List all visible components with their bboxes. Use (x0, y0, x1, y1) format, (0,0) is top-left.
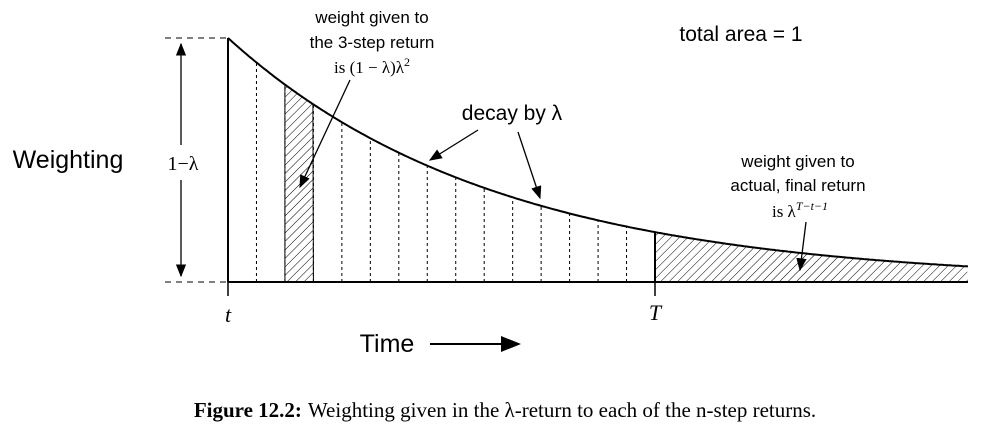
three-step-math-sup: 2 (404, 55, 410, 69)
x-axis-label: Time (360, 330, 415, 358)
y-axis-label: Weighting (13, 146, 124, 174)
three-step-line-2: the 3-step return (310, 33, 435, 52)
final-arrow (796, 221, 807, 272)
decay-note: decay by λ (462, 102, 563, 125)
final-math: is λT−t−1 (772, 199, 828, 221)
caption-text: Weighting given in the λ-return to each … (308, 398, 816, 422)
total-area-note: total area = 1 (679, 23, 802, 46)
x-tick-end: T (649, 300, 663, 325)
caption: Figure 12.2: Weighting given in the λ-ret… (194, 398, 816, 422)
final-return-area (655, 232, 968, 282)
decay-arrow-2 (517, 131, 542, 200)
y-tick-label: 1−λ (168, 153, 199, 175)
decay-curve (227, 37, 969, 268)
three-step-math: is (1 − λ)λ2 (334, 55, 410, 77)
final-math-sup: T−t−1 (796, 199, 828, 213)
three-step-math-base: is (1 − λ)λ (334, 58, 405, 77)
decay-arrow-1 (428, 129, 479, 161)
final-math-base: is λ (772, 202, 797, 221)
three-step-arrow (299, 79, 351, 189)
three-step-strip (284, 83, 314, 283)
caption-label: Figure 12.2: (194, 398, 302, 422)
final-line-2: actual, final return (730, 176, 865, 195)
three-step-line-1: weight given to (314, 8, 428, 27)
plot-shapes (227, 37, 969, 283)
x-tick-start: t (225, 302, 232, 327)
final-line-1: weight given to (740, 152, 854, 171)
